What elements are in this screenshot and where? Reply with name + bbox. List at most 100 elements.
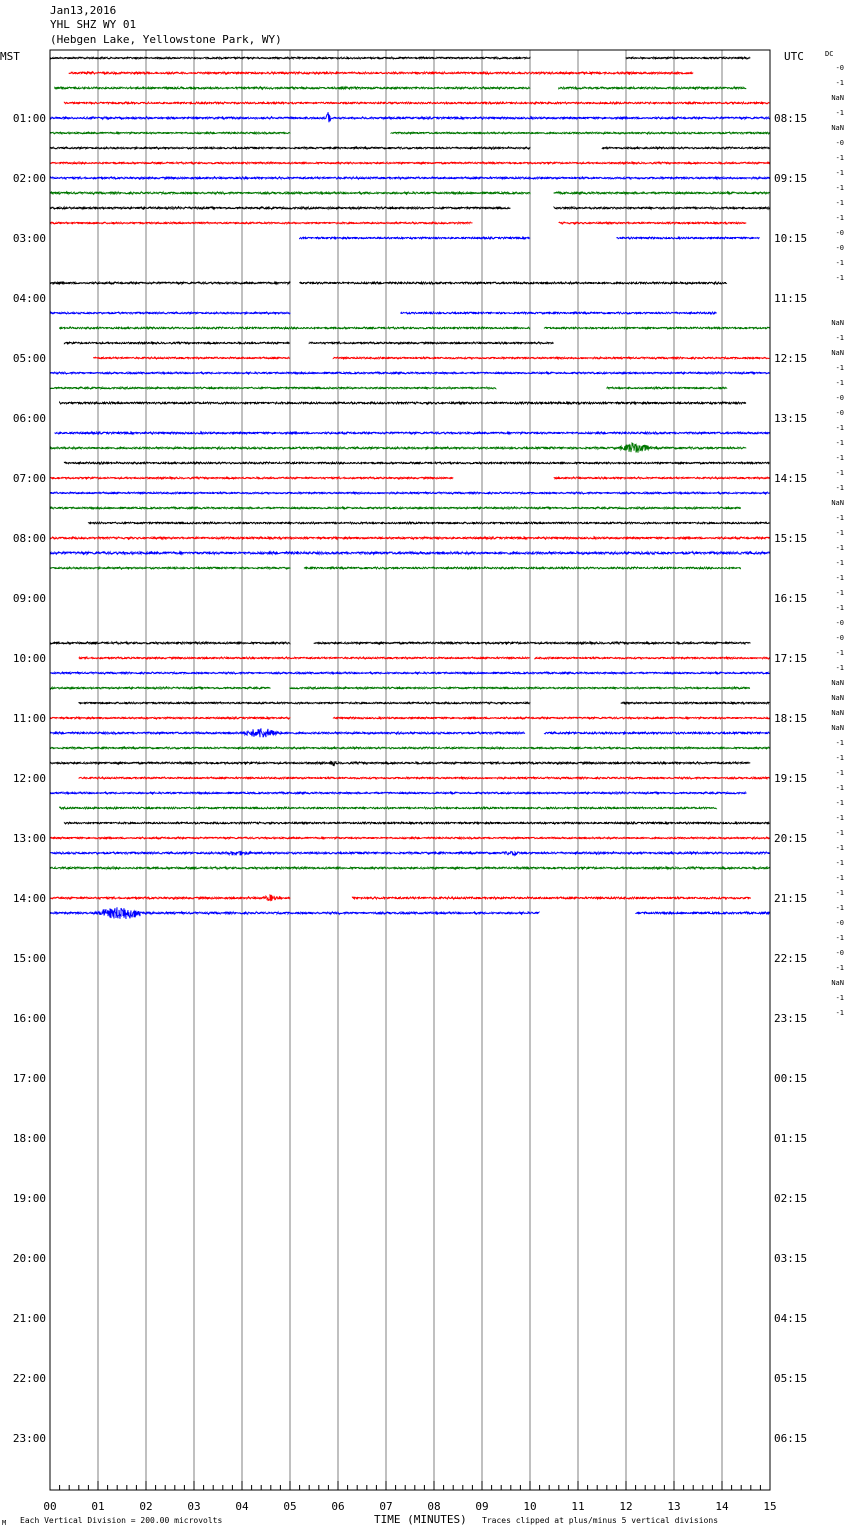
row-offset-value: -1: [836, 469, 844, 477]
trace-row-20: [332, 355, 770, 361]
trace-row-28: [49, 475, 454, 481]
trace-row-11: [49, 220, 473, 226]
row-offset-values: -0 -1 NaN -1 NaN -0 -1 -1 -1 -1 -1 -0 -0 -1 -1 NaN -1 NaN…: [831, 64, 844, 1017]
hour-label-left: 05:00: [13, 352, 46, 365]
trace-row-9: [49, 190, 531, 196]
row-offset-value: -0: [836, 64, 844, 72]
x-tick-label: 07: [379, 1500, 392, 1513]
hour-label-left: 17:00: [13, 1072, 46, 1085]
row-offset-value: -0: [836, 919, 844, 927]
row-offset-value: -1: [836, 169, 844, 177]
trace-row-33: [49, 550, 771, 556]
trace-row-19: [308, 340, 554, 346]
row-offset-value: -1: [836, 454, 844, 462]
hour-labels-left: 01:00 02:00 03:00 04:00 05:00 06:00 07:00 08:00…: [13, 112, 46, 1445]
hour-label-right: 02:15: [774, 1192, 807, 1205]
x-tick-label: 06: [331, 1500, 344, 1513]
row-offset-value: -1: [836, 259, 844, 267]
trace-row-22: [606, 385, 728, 391]
trace-row-19: [63, 340, 290, 346]
x-tick-label: 05: [283, 1500, 296, 1513]
trace-row-15: [49, 280, 291, 286]
hour-label-right: 14:15: [774, 472, 807, 485]
row-offset-value: -1: [836, 514, 844, 522]
hour-label-right: 21:15: [774, 892, 807, 905]
trace-row-39: [49, 640, 291, 646]
hour-label-left: 12:00: [13, 772, 46, 785]
row-offset-value: -1: [836, 934, 844, 942]
hour-label-left: 08:00: [13, 532, 46, 545]
row-offset-value: NaN: [831, 319, 844, 327]
trace-row-39: [313, 640, 751, 646]
station-location: (Hebgen Lake, Yellowstone Park, WY): [50, 33, 282, 46]
trace-row-28: [553, 475, 771, 481]
hour-label-right: 20:15: [774, 832, 807, 845]
hour-label-left: 04:00: [13, 292, 46, 305]
trace-row-1: [68, 70, 530, 76]
hour-label-right: 06:15: [774, 1432, 807, 1445]
row-offset-value: NaN: [831, 694, 844, 702]
hour-label-right: 16:15: [774, 592, 807, 605]
row-offset-value: NaN: [831, 499, 844, 507]
hour-label-right: 15:15: [774, 532, 807, 545]
hour-label-right: 23:15: [774, 1012, 807, 1025]
hour-label-right: 08:15: [774, 112, 807, 125]
x-tick-label: 09: [475, 1500, 488, 1513]
trace-row-49: [49, 790, 747, 796]
row-offset-value: -1: [836, 184, 844, 192]
hour-label-right: 18:15: [774, 712, 807, 725]
trace-row-0: [49, 55, 531, 61]
trace-row-7: [49, 160, 771, 166]
trace-row-21: [49, 370, 771, 376]
row-offset-value: -1: [836, 589, 844, 597]
trace-row-57: [49, 907, 540, 920]
row-offset-value: NaN: [831, 709, 844, 717]
trace-row-54: [49, 865, 771, 871]
trace-row-29: [49, 490, 770, 496]
x-tick-label: 12: [619, 1500, 632, 1513]
hour-label-left: 15:00: [13, 952, 46, 965]
row-offset-value: -1: [836, 859, 844, 867]
row-offset-value: -0: [836, 229, 844, 237]
trace-row-27: [63, 460, 770, 466]
trace-row-12: [616, 235, 760, 241]
clipping-note: Traces clipped at plus/minus 5 vertical …: [482, 1516, 718, 1525]
hour-label-right: 04:15: [774, 1312, 807, 1325]
trace-row-41: [49, 670, 771, 676]
hour-label-left: 01:00: [13, 112, 46, 125]
row-offset-value: -0: [836, 394, 844, 402]
row-offset-value: NaN: [831, 124, 844, 132]
trace-row-44: [49, 715, 291, 721]
hour-label-right: 03:15: [774, 1252, 807, 1265]
row-offset-value: -1: [836, 814, 844, 822]
trace-row-15: [299, 280, 728, 286]
row-offset-value: -1: [836, 199, 844, 207]
hour-label-right: 09:15: [774, 172, 807, 185]
trace-row-4: [49, 112, 771, 123]
hour-label-left: 14:00: [13, 892, 46, 905]
row-offset-value: -1: [836, 274, 844, 282]
left-zone-label: MST: [0, 50, 20, 63]
trace-row-50: [59, 805, 718, 811]
hour-label-left: 18:00: [13, 1132, 46, 1145]
trace-row-12: [299, 235, 531, 241]
row-offset-value: -1: [836, 439, 844, 447]
minute-gridlines: [97, 50, 723, 1490]
x-tick-label: 01: [91, 1500, 104, 1513]
vertical-division-note: Each Vertical Division = 200.00 microvol…: [20, 1516, 222, 1525]
hour-label-left: 03:00: [13, 232, 46, 245]
trace-row-42: [289, 685, 751, 691]
hour-label-left: 10:00: [13, 652, 46, 665]
trace-row-22: [49, 385, 497, 391]
trace-row-32: [49, 535, 771, 541]
trace-row-30: [49, 505, 742, 511]
trace-row-51: [63, 820, 770, 826]
trace-row-9: [553, 190, 771, 196]
trace-row-44: [332, 715, 770, 721]
trace-row-25: [54, 430, 771, 436]
trace-row-17: [49, 310, 291, 316]
x-tick-label: 04: [235, 1500, 249, 1513]
trace-row-56: [351, 895, 751, 901]
row-offset-value: NaN: [831, 979, 844, 987]
row-offset-value: -1: [836, 649, 844, 657]
